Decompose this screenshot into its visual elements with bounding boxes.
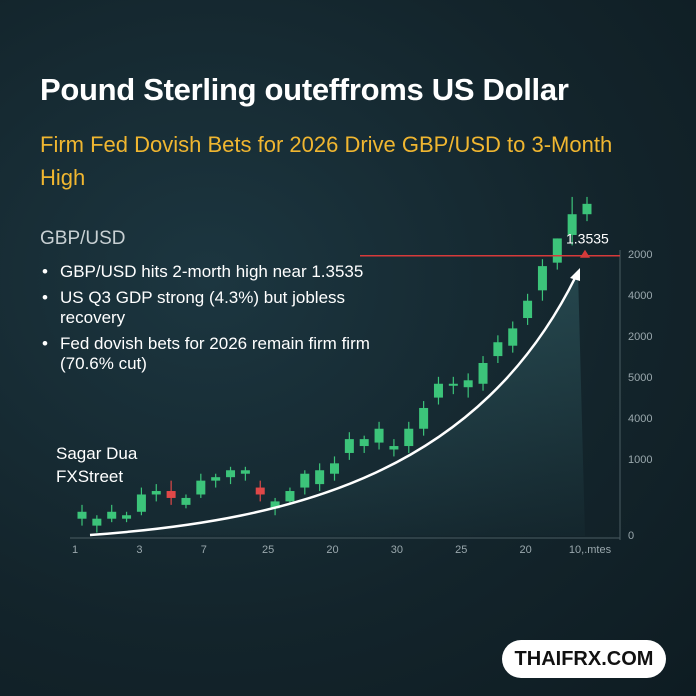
candle-body [493, 342, 503, 357]
candle-body [374, 428, 384, 443]
x-axis-label: 20 [326, 544, 338, 556]
bullet: GBP/USD hits 2-morth high near 1.3535 [40, 262, 380, 282]
candle-body [300, 473, 310, 488]
title: Pound Sterling outeffroms US Dollar [40, 72, 569, 107]
x-axis-label: 10,.mtes [569, 544, 612, 556]
y-axis-label: 2000 [628, 249, 652, 261]
x-axis-label: 25 [262, 544, 274, 556]
area-shade [90, 272, 585, 536]
candle-body [508, 328, 518, 346]
bullet-list: GBP/USD hits 2-morth high near 1.3535 US … [40, 262, 380, 380]
candle-body [552, 238, 562, 263]
candle-body [330, 463, 339, 474]
y-axis-label: 5000 [628, 372, 652, 384]
x-axis-label: 25 [455, 544, 467, 556]
candle-body [315, 470, 325, 485]
author: Sagar Dua [56, 444, 138, 463]
trend-arrow [89, 275, 578, 537]
bullet: Fed dovish bets for 2026 remain firm fir… [40, 334, 380, 374]
candle-body [92, 518, 102, 526]
pair-label: GBP/USD [40, 228, 126, 249]
level-marker [580, 249, 590, 258]
y-axis-label: 0 [628, 530, 634, 542]
subtitle: Firm Fed Dovish Bets for 2026 Drive GBP/… [40, 132, 613, 190]
price-annotation: 1.3535 [566, 231, 609, 247]
candle-body [537, 266, 547, 291]
candle-body [419, 407, 429, 429]
candle-body [136, 494, 146, 512]
arrow-head [570, 268, 580, 281]
x-axis-label: 7 [201, 544, 207, 556]
x-axis-label: 1 [72, 544, 78, 556]
candle-body [567, 214, 577, 235]
candle-body [285, 491, 295, 502]
source: FXStreet [56, 467, 124, 486]
y-axis-label: 1000 [628, 454, 652, 466]
candle-body [77, 511, 87, 519]
candle-body [478, 363, 488, 384]
candle-body [196, 480, 206, 495]
x-axis-label: 30 [391, 544, 403, 556]
watermark: THAIFRX.COM [502, 640, 666, 678]
candle-body [181, 497, 191, 505]
candle-body [404, 428, 414, 447]
candle-body [255, 487, 265, 495]
candle-body [582, 203, 592, 215]
candle-body [463, 380, 473, 388]
candle-body [344, 439, 354, 453]
y-axis-label: 4000 [628, 413, 652, 425]
candle-body [448, 383, 458, 386]
candle-body [359, 439, 369, 447]
candle-body [226, 470, 236, 478]
x-axis-label: 3 [136, 544, 142, 556]
candle-body [107, 511, 117, 519]
candle-body [240, 470, 250, 474]
candle-body [166, 491, 176, 498]
candle-body [211, 477, 221, 481]
candle-body [270, 501, 280, 509]
candle-body [151, 491, 161, 495]
x-axis-label: 20 [520, 544, 532, 556]
candle-body [389, 446, 399, 450]
y-axis-label: 4000 [628, 290, 652, 302]
candle-body [433, 383, 443, 398]
candle-body [122, 515, 132, 519]
candle-body [523, 300, 533, 319]
bullet: US Q3 GDP strong (4.3%) but jobless reco… [40, 288, 380, 328]
y-axis-label: 2000 [628, 331, 652, 343]
